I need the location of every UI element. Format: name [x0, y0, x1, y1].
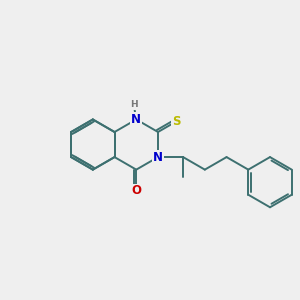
Text: H: H	[130, 100, 138, 109]
Text: O: O	[131, 184, 141, 197]
Text: N: N	[153, 151, 163, 164]
Text: S: S	[172, 115, 181, 128]
Text: N: N	[131, 113, 141, 126]
